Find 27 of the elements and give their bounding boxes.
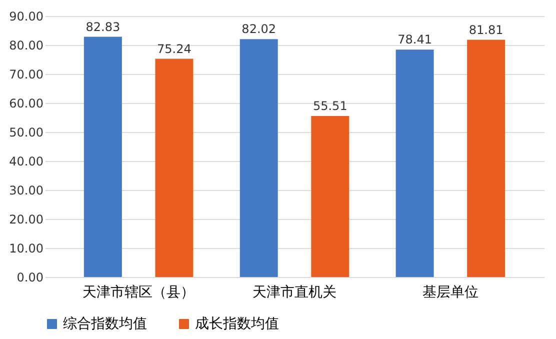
- bar: [84, 36, 122, 277]
- y-tick-label: 40.00: [9, 154, 44, 168]
- x-tick-label: 天津市辖区（县）: [82, 284, 195, 300]
- data-label: 82.83: [86, 20, 120, 34]
- y-tick-label: 50.00: [9, 126, 44, 140]
- bar: [240, 39, 278, 277]
- data-label: 75.24: [157, 42, 192, 56]
- bar: [467, 40, 506, 277]
- x-tick-label: 基层单位: [422, 284, 478, 300]
- bar: [155, 58, 194, 277]
- data-label: 81.81: [468, 22, 504, 37]
- data-label: 55.51: [312, 99, 348, 114]
- legend-label: 综合指数均值: [63, 316, 147, 332]
- data-label: 78.41: [398, 32, 432, 47]
- bar: [396, 50, 434, 277]
- data-label: 82.02: [242, 22, 276, 36]
- y-tick-label: 30.00: [9, 184, 44, 198]
- bar: [311, 116, 350, 277]
- y-tick-label: 90.00: [9, 10, 44, 24]
- y-tick-label: 70.00: [9, 68, 44, 82]
- y-tick-label: 80.00: [9, 38, 44, 52]
- y-tick-label: 20.00: [9, 212, 44, 226]
- y-tick-label: 10.00: [9, 242, 44, 256]
- legend-label: 成长指数均值: [195, 316, 279, 332]
- x-tick-label: 天津市直机关: [252, 284, 336, 300]
- y-tick-label: 60.00: [9, 96, 44, 110]
- y-tick-label: 0.00: [16, 270, 44, 284]
